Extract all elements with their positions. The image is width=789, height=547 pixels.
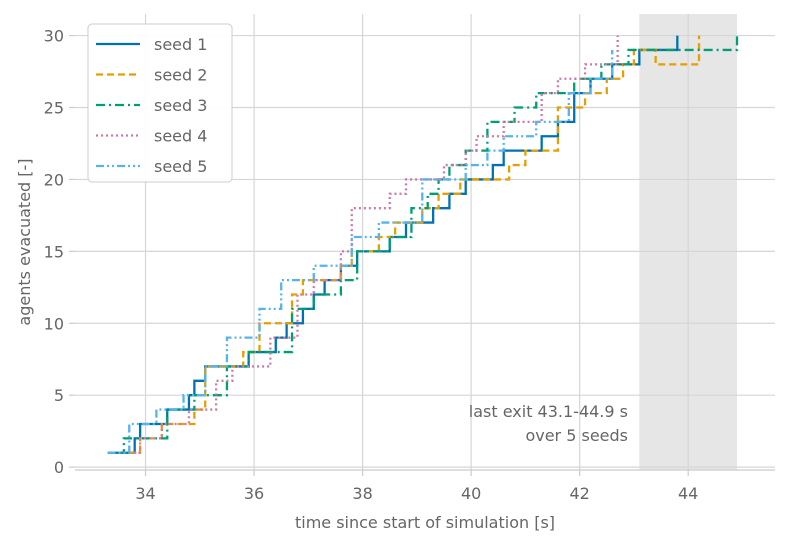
x-axis-label: time since start of simulation [s] [295,513,555,532]
legend-label: seed 1 [154,35,207,54]
y-tick-label: 5 [54,386,64,405]
x-tick-label: 38 [352,484,372,503]
annotation-layer: last exit 43.1-44.9 s over 5 seeds [469,402,628,445]
legend-label: seed 2 [154,66,207,85]
legend-label: seed 5 [154,157,207,176]
x-tick-label: 42 [569,484,589,503]
legend-label: seed 4 [154,127,207,146]
axes-layer: 34 36 38 40 42 44 0 5 10 15 20 25 30 [44,27,775,503]
y-tick-label: 30 [44,27,64,46]
x-tick-label: 40 [461,484,481,503]
legend: seed 1 seed 2 seed 3 seed 4 seed 5 [87,23,233,183]
series-line-seed-5 [107,49,614,454]
y-tick-label: 20 [44,170,64,189]
annotation-text: last exit 43.1-44.9 s [469,402,628,421]
y-tick-label: 0 [54,458,64,477]
legend-box [87,23,233,183]
series-layer [107,35,739,454]
y-tick-label: 25 [44,99,64,118]
legend-label: seed 3 [154,96,207,115]
y-tick-label: 15 [44,242,64,261]
annotation-text: over 5 seeds [525,426,628,445]
y-axis-label: agents evacuated [-] [15,158,34,325]
x-tick-label: 44 [678,484,698,503]
x-tick-label: 36 [244,484,264,503]
x-tick-label: 34 [135,484,155,503]
y-tick-label: 10 [44,314,64,333]
series-line-seed-4 [118,35,619,454]
series-line-seed-3 [118,35,739,454]
